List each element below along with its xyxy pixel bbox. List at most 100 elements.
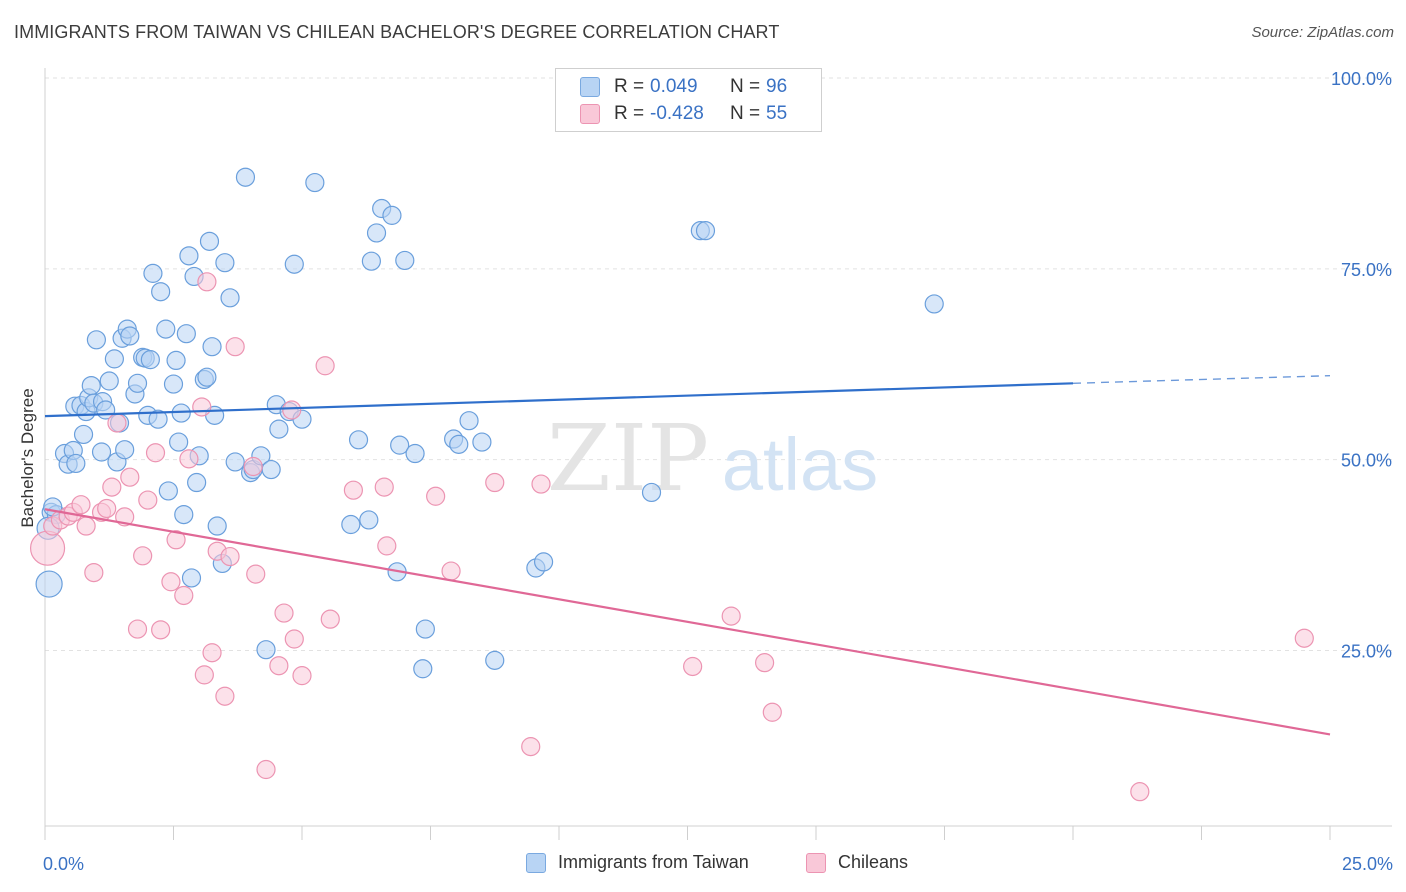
chile-point: [133, 546, 153, 566]
chile-point: [174, 585, 194, 606]
chile-point: [284, 629, 304, 649]
taiwan-point: [413, 659, 433, 679]
chile-point: [521, 737, 541, 757]
taiwan-point: [169, 432, 189, 452]
source-label: Source: ZipAtlas.com: [1251, 24, 1394, 41]
taiwan-point: [148, 409, 168, 429]
chile-point: [107, 413, 127, 433]
y-tick-label: 25.0%: [1341, 641, 1392, 661]
bottom-legend-taiwan: Immigrants from Taiwan: [526, 852, 749, 873]
taiwan-trend-extension: [1072, 374, 1331, 385]
stats-legend: R = 0.049 N = 96 R = -0.428 N = 55: [555, 68, 822, 132]
taiwan-point: [305, 172, 325, 193]
taiwan-point: [197, 367, 217, 387]
taiwan-point: [140, 350, 160, 370]
taiwan-point: [395, 250, 415, 271]
chile-point: [197, 272, 217, 292]
chile-point: [151, 620, 171, 640]
chile-point: [343, 480, 363, 500]
chile-point: [243, 456, 263, 477]
chile-point: [127, 619, 148, 639]
taiwan-point: [179, 246, 199, 266]
r-value: 0.049: [650, 76, 698, 97]
chile-trend-line: [44, 508, 1331, 736]
taiwan-point: [120, 326, 140, 346]
r-label: R =: [614, 76, 645, 97]
tick-labels: 100.0% 75.0% 50.0% 25.0% 0.0% 25.0%: [43, 69, 1393, 874]
taiwan-point: [924, 294, 944, 314]
chile-point: [161, 572, 181, 592]
n-value: 55: [766, 103, 788, 124]
taiwan-point: [66, 453, 86, 474]
y-tick-label: 100.0%: [1331, 69, 1392, 89]
chile-point: [179, 449, 199, 469]
chile-point: [754, 653, 775, 673]
taiwan-point: [199, 231, 220, 251]
chile-point: [426, 486, 446, 506]
watermark: ZIP atlas: [547, 405, 878, 512]
chile-point: [320, 609, 340, 629]
taiwan-point: [225, 452, 245, 472]
taiwan-point: [382, 205, 402, 225]
chile-point: [97, 498, 117, 519]
chile-point: [441, 561, 461, 581]
n-label: N =: [730, 103, 761, 124]
taiwan-point: [73, 424, 94, 445]
taiwan-point: [99, 371, 119, 391]
axes: [44, 68, 1392, 840]
taiwan-point: [641, 482, 662, 503]
taiwan-point: [472, 432, 492, 452]
x-tick-label-min: 0.0%: [43, 854, 84, 874]
chile-point: [192, 397, 212, 417]
chile-point: [166, 530, 186, 550]
taiwan-point: [366, 223, 387, 243]
chile-point: [269, 656, 289, 676]
taiwan-point: [174, 504, 194, 525]
taiwan-point: [359, 510, 379, 530]
chile-point: [531, 474, 551, 494]
bottom-legend-chile: Chileans: [806, 852, 908, 873]
taiwan-point: [127, 373, 148, 393]
r-label: R =: [614, 103, 645, 124]
taiwan-point: [151, 282, 171, 302]
taiwan-point: [187, 472, 207, 493]
taiwan-point: [695, 221, 716, 241]
chile-point: [215, 686, 235, 706]
taiwan-point: [284, 254, 304, 274]
chile-point: [721, 606, 741, 626]
taiwan-point: [181, 568, 202, 588]
taiwan-point: [390, 435, 410, 455]
taiwan-point: [348, 430, 369, 450]
bottom-legend-swatch-chile: [806, 852, 826, 873]
taiwan-point: [202, 337, 222, 357]
chile-point: [1294, 628, 1314, 648]
r-value: -0.428: [650, 103, 704, 124]
chart-title: IMMIGRANTS FROM TAIWAN VS CHILEAN BACHEL…: [14, 22, 780, 42]
taiwan-point: [485, 650, 505, 670]
taiwan-point: [405, 443, 425, 464]
chile-point: [202, 643, 222, 663]
chile-point: [256, 759, 276, 780]
taiwan-point: [220, 288, 240, 308]
taiwan-point: [269, 419, 289, 439]
gridlines: [45, 77, 1392, 651]
legend-row-taiwan: R = 0.049 N = 96: [580, 75, 787, 99]
n-value: 96: [766, 76, 788, 97]
taiwan-point: [115, 440, 135, 460]
taiwan-point: [533, 552, 554, 572]
taiwan-point: [81, 375, 101, 396]
n-label: N =: [730, 76, 761, 97]
bottom-legend-label-taiwan: Immigrants from Taiwan: [558, 852, 749, 872]
chile-point: [377, 536, 397, 556]
taiwan-point: [261, 459, 281, 480]
chile-point: [120, 467, 140, 487]
taiwan-point: [91, 442, 112, 462]
taiwan-point: [156, 319, 176, 339]
y-tick-label: 75.0%: [1341, 260, 1392, 280]
taiwan-point: [215, 253, 235, 273]
chile-point: [102, 477, 122, 497]
bottom-legend-label-chile: Chileans: [838, 852, 909, 872]
taiwan-point: [449, 434, 469, 454]
taiwan-point: [158, 481, 178, 501]
watermark-atlas: atlas: [722, 423, 878, 506]
